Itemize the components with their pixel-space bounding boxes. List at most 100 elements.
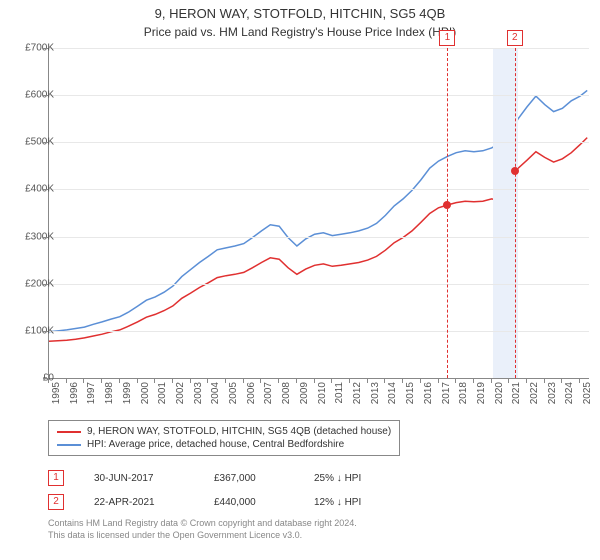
sale-delta: 25% ↓ HPI (314, 473, 361, 484)
x-tick-label: 2004 (210, 382, 221, 412)
sale-marker-label: 1 (439, 30, 455, 46)
x-tick (579, 378, 580, 383)
x-tick-label: 1999 (122, 382, 133, 412)
x-tick-label: 2006 (246, 382, 257, 412)
x-tick-label: 2001 (157, 382, 168, 412)
x-tick (137, 378, 138, 383)
x-tick (154, 378, 155, 383)
x-tick (260, 378, 261, 383)
x-tick-label: 1996 (69, 382, 80, 412)
x-tick (225, 378, 226, 383)
x-tick (455, 378, 456, 383)
y-tick (43, 142, 48, 143)
x-tick (190, 378, 191, 383)
x-tick (561, 378, 562, 383)
sale-marker-label: 2 (507, 30, 523, 46)
x-tick-label: 2025 (582, 382, 593, 412)
x-tick-label: 2003 (193, 382, 204, 412)
x-tick (207, 378, 208, 383)
legend: 9, HERON WAY, STOTFOLD, HITCHIN, SG5 4QB… (48, 420, 400, 456)
sale-date: 22-APR-2021 (94, 497, 184, 508)
gridline-h (49, 189, 589, 190)
legend-item: 9, HERON WAY, STOTFOLD, HITCHIN, SG5 4QB… (57, 425, 391, 438)
sale-marker-line (447, 48, 448, 378)
chart-container: 9, HERON WAY, STOTFOLD, HITCHIN, SG5 4QB… (0, 0, 600, 560)
sale-price: £440,000 (214, 497, 284, 508)
chart-title: 9, HERON WAY, STOTFOLD, HITCHIN, SG5 4QB (0, 0, 600, 21)
footer-attribution: Contains HM Land Registry data © Crown c… (48, 518, 357, 541)
x-tick (243, 378, 244, 383)
x-tick (278, 378, 279, 383)
x-tick (48, 378, 49, 383)
x-tick (331, 378, 332, 383)
footer-line-2: This data is licensed under the Open Gov… (48, 530, 357, 542)
y-tick (43, 48, 48, 49)
gridline-h (49, 284, 589, 285)
x-tick-label: 1998 (104, 382, 115, 412)
y-tick (43, 189, 48, 190)
sales-table: 130-JUN-2017£367,00025% ↓ HPI222-APR-202… (48, 466, 361, 514)
sale-row: 130-JUN-2017£367,00025% ↓ HPI (48, 466, 361, 490)
gridline-h (49, 95, 589, 96)
x-tick-label: 2021 (511, 382, 522, 412)
sale-row-marker: 1 (48, 470, 64, 486)
legend-swatch (57, 431, 81, 433)
footer-line-1: Contains HM Land Registry data © Crown c… (48, 518, 357, 530)
legend-swatch (57, 444, 81, 446)
x-tick (66, 378, 67, 383)
x-tick-label: 2017 (441, 382, 452, 412)
x-tick-label: 2015 (405, 382, 416, 412)
sale-marker-dot (443, 201, 451, 209)
legend-item: HPI: Average price, detached house, Cent… (57, 438, 391, 451)
x-tick-label: 2024 (564, 382, 575, 412)
x-tick (420, 378, 421, 383)
gridline-h (49, 331, 589, 332)
sale-marker-dot (511, 167, 519, 175)
sale-price: £367,000 (214, 473, 284, 484)
x-tick-label: 2002 (175, 382, 186, 412)
x-tick-label: 2012 (352, 382, 363, 412)
x-tick-label: 2013 (370, 382, 381, 412)
x-tick (402, 378, 403, 383)
gridline-h (49, 48, 589, 49)
x-tick-label: 2019 (476, 382, 487, 412)
x-tick-label: 1995 (51, 382, 62, 412)
x-tick-label: 2011 (334, 382, 345, 412)
x-tick-label: 2018 (458, 382, 469, 412)
x-tick (83, 378, 84, 383)
x-tick-label: 1997 (86, 382, 97, 412)
sale-row: 2 22-APR-2021 £440,000 12% ↓ HPI (48, 490, 361, 514)
x-tick-label: 2010 (317, 382, 328, 412)
x-tick (101, 378, 102, 383)
sale-row-marker: 2 (48, 494, 64, 510)
y-tick (43, 284, 48, 285)
x-tick (508, 378, 509, 383)
x-tick (384, 378, 385, 383)
x-tick (438, 378, 439, 383)
x-tick-label: 2000 (140, 382, 151, 412)
x-tick (367, 378, 368, 383)
x-tick-label: 2016 (423, 382, 434, 412)
x-tick-label: 2020 (494, 382, 505, 412)
x-tick (473, 378, 474, 383)
x-tick-label: 2007 (263, 382, 274, 412)
gridline-h (49, 237, 589, 238)
y-tick (43, 331, 48, 332)
x-tick (491, 378, 492, 383)
x-tick-label: 2014 (387, 382, 398, 412)
y-tick (43, 95, 48, 96)
gridline-h (49, 142, 589, 143)
legend-label: 9, HERON WAY, STOTFOLD, HITCHIN, SG5 4QB… (87, 426, 391, 437)
y-tick (43, 237, 48, 238)
x-tick (526, 378, 527, 383)
x-tick-label: 2009 (299, 382, 310, 412)
x-tick-label: 2022 (529, 382, 540, 412)
x-tick-label: 2005 (228, 382, 239, 412)
sale-delta: 12% ↓ HPI (314, 497, 361, 508)
x-tick (119, 378, 120, 383)
x-tick (172, 378, 173, 383)
x-tick (314, 378, 315, 383)
legend-label: HPI: Average price, detached house, Cent… (87, 439, 344, 450)
x-tick-label: 2008 (281, 382, 292, 412)
x-tick (349, 378, 350, 383)
